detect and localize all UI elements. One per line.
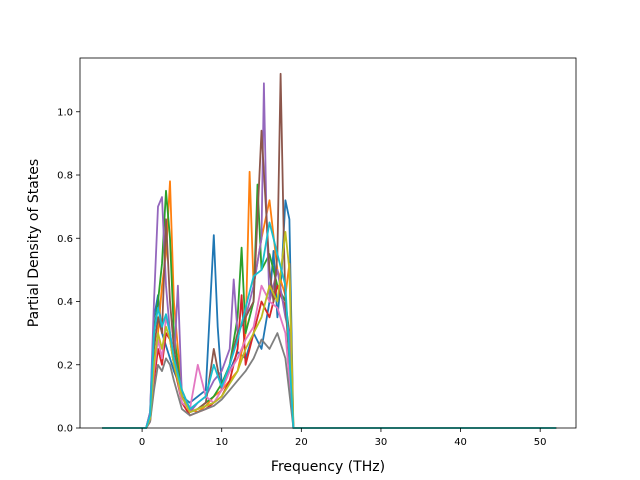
pdos-series-line-8 [102,332,557,429]
x-tick-label: 20 [295,437,308,448]
x-tick-label: 50 [534,437,547,448]
y-tick-label: 0.0 [57,424,73,435]
y-tick-label: 0.2 [57,360,73,371]
pdos-series-line-10 [102,221,557,429]
y-tick-label: 0.6 [57,234,73,245]
y-axis-label: Partial Density of States [26,159,42,327]
y-tick-label: 0.8 [57,171,73,182]
series-layer [102,72,557,429]
plot-frame [79,57,577,429]
y-tick-label: 0.4 [57,297,73,308]
x-tick-label: 40 [454,437,467,448]
pdos-series-line-7 [102,284,557,429]
y-axis-ticks: 0.0 0.2 0.4 0.6 0.8 1.0 [57,107,80,435]
pdos-series-line-9 [102,230,557,429]
pdos-series-line-5 [102,82,557,429]
x-axis-label: Frequency (THz) [271,459,385,475]
x-tick-label: 0 [139,437,145,448]
y-tick-label: 1.0 [57,107,73,118]
x-tick-label: 30 [375,437,388,448]
x-tick-label: 10 [215,437,228,448]
x-axis-ticks: 0 10 20 30 40 50 [139,428,547,448]
